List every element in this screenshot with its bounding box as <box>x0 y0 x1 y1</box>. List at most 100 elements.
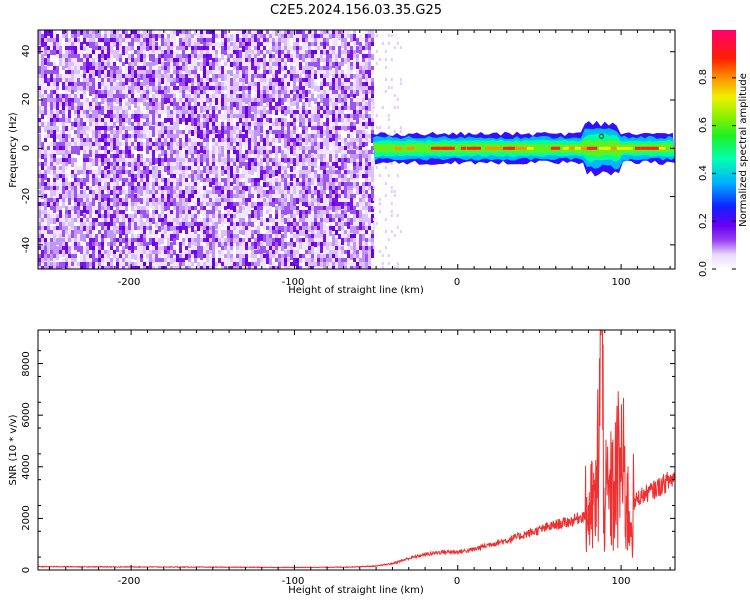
heatmap-cell <box>134 178 137 183</box>
heatmap-cell <box>137 66 140 72</box>
heatmap-cell <box>191 70 194 75</box>
heatmap-cell <box>326 66 329 73</box>
heatmap-cell <box>305 114 308 121</box>
heatmap-cell <box>92 70 95 77</box>
heatmap-cell <box>38 214 41 221</box>
heatmap-cell <box>152 194 155 198</box>
heatmap-cell <box>224 178 227 185</box>
heatmap-cell <box>155 234 158 242</box>
heatmap-cell <box>209 194 212 199</box>
heatmap-cell <box>89 214 92 218</box>
heatmap-cell <box>146 66 149 70</box>
heatmap-cell <box>239 38 242 44</box>
heatmap-cell <box>119 118 122 123</box>
heatmap-cell <box>260 218 263 225</box>
heatmap-cell <box>254 54 257 58</box>
heatmap-cell <box>290 114 293 120</box>
heatmap-cell <box>116 38 119 44</box>
heatmap-cell <box>134 126 137 132</box>
heatmap-cell <box>284 262 287 269</box>
heatmap-cell <box>203 90 206 95</box>
heatmap-cell <box>149 38 152 45</box>
heatmap-cell <box>92 218 95 224</box>
heatmap-cell <box>275 134 278 139</box>
heatmap-cell <box>80 94 83 99</box>
heatmap-cell <box>314 126 317 131</box>
heatmap-cell <box>122 154 125 159</box>
heatmap-cell <box>179 258 182 264</box>
heatmap-cell <box>140 110 143 115</box>
heatmap-cell <box>248 118 251 122</box>
heatmap-cell <box>281 62 284 69</box>
heatmap-cell <box>218 250 221 254</box>
heatmap-cell <box>59 210 62 217</box>
heatmap-cell <box>197 262 200 269</box>
heatmap-cell <box>191 186 194 192</box>
heatmap-cell <box>104 38 107 44</box>
heatmap-cell <box>332 82 335 90</box>
heatmap-cell <box>227 130 230 136</box>
heatmap-cell <box>146 210 149 214</box>
heatmap-cell <box>56 54 59 58</box>
heatmap-cell <box>215 186 218 193</box>
heatmap-cell <box>227 110 230 115</box>
heatmap-cell <box>299 30 302 35</box>
heatmap-cell <box>119 34 122 39</box>
heatmap-cell <box>311 222 314 227</box>
heatmap-cell <box>164 54 167 61</box>
heatmap-cell <box>263 106 266 112</box>
heatmap-cell <box>263 150 266 155</box>
heatmap-cell <box>185 142 188 146</box>
heatmap-cell <box>155 182 158 189</box>
heatmap-cell <box>284 190 287 194</box>
heatmap-cell <box>137 82 140 89</box>
heatmap-cell <box>182 50 185 57</box>
heatmap-cell <box>287 250 290 257</box>
heatmap-cell <box>83 190 86 195</box>
heatmap-cell <box>71 122 74 126</box>
heatmap-cell <box>197 118 200 124</box>
heatmap-cell <box>152 182 155 190</box>
heatmap-cell <box>164 134 167 140</box>
heatmap-cell <box>329 142 332 147</box>
heatmap-cell <box>80 210 83 216</box>
heatmap-cell <box>74 146 77 150</box>
heatmap-cell <box>80 146 83 150</box>
heatmap-cell <box>311 234 314 238</box>
heatmap-cell <box>80 130 83 135</box>
heatmap-cell <box>278 62 281 67</box>
heatmap-cell <box>47 130 50 137</box>
heatmap-cell <box>86 162 89 169</box>
heatmap-cell <box>113 202 116 207</box>
heatmap-cell <box>239 178 242 183</box>
heatmap-cell <box>191 266 194 269</box>
heatmap-cell <box>92 142 95 146</box>
heatmap-cell <box>143 198 146 205</box>
heatmap-cell <box>233 94 236 99</box>
heatmap-cell <box>98 42 101 49</box>
heatmap-cell <box>239 114 242 118</box>
heatmap-cell <box>269 226 272 233</box>
heatmap-cell <box>314 38 317 45</box>
heatmap-cell <box>113 230 116 234</box>
heatmap-cell <box>137 138 140 144</box>
heatmap-cell <box>101 58 104 63</box>
heatmap-cell <box>281 222 284 229</box>
heatmap-cell <box>50 230 53 235</box>
heatmap-cell <box>41 122 44 127</box>
heatmap-cell <box>107 106 110 111</box>
heatmap-cell <box>176 154 179 161</box>
heatmap-cell <box>146 174 149 181</box>
heatmap-cell <box>98 110 101 117</box>
heatmap-cell <box>197 198 200 202</box>
heatmap-cell <box>113 182 116 189</box>
heatmap-cell <box>53 254 56 261</box>
heatmap-cell <box>158 126 161 131</box>
heatmap-cell <box>323 178 326 185</box>
heatmap-cell <box>224 86 227 90</box>
heatmap-cell <box>116 190 119 194</box>
heatmap-cell <box>194 70 197 75</box>
heatmap-cell <box>146 38 149 45</box>
heatmap-cell <box>224 106 227 110</box>
heatmap-cell <box>206 190 209 194</box>
